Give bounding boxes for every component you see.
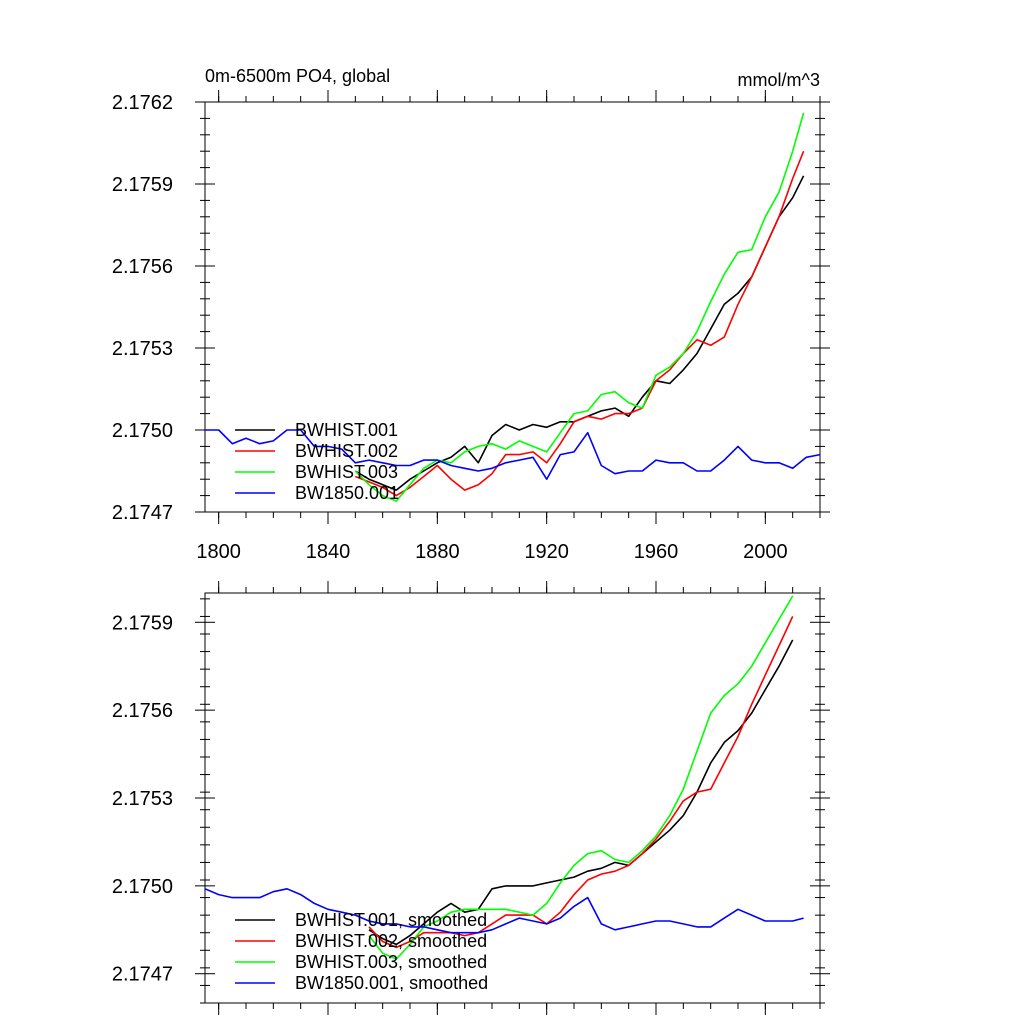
legend-label: BWHIST.001 — [295, 420, 398, 440]
y-tick-label: 2.1759 — [112, 612, 173, 634]
y-tick-label: 2.1759 — [112, 174, 173, 196]
legend-label: BWHIST.002 — [295, 441, 398, 461]
y-tick-label: 2.1756 — [112, 700, 173, 722]
x-tick-label: 2000 — [743, 541, 788, 563]
series-line-bwhist-003-smoothed — [368, 595, 794, 960]
y-tick-label: 2.1762 — [112, 92, 173, 114]
chart-title: 0m-6500m PO4, global — [205, 66, 390, 86]
legend-label: BW1850.001, smoothed — [295, 973, 488, 993]
y-tick-label: 2.1753 — [112, 338, 173, 360]
series-line-bw1850-001-smoothed — [204, 887, 804, 934]
series-line-bwhist-001-smoothed — [368, 639, 794, 946]
legend-label: BWHIST.003, smoothed — [295, 952, 487, 972]
series-line-bwhist-002 — [355, 150, 805, 497]
series-line-bwhist-002-smoothed — [368, 616, 794, 949]
series-line-bwhist-003 — [354, 112, 805, 502]
x-tick-label: 1920 — [524, 541, 569, 563]
x-tick-label: 1960 — [634, 541, 679, 563]
y-tick-label: 2.1750 — [112, 420, 173, 442]
y-tick-label: 2.1756 — [112, 256, 173, 278]
y-tick-label: 2.1753 — [112, 788, 173, 810]
x-tick-label: 1880 — [415, 541, 460, 563]
x-tick-label: 1840 — [306, 541, 351, 563]
bottom-panel: 2.1747 2.1750 2.1753 2.1756 2.1759 BWHIST.001… — [112, 581, 830, 1015]
legend-label: BWHIST.002, smoothed — [295, 931, 487, 951]
series-line-bw1850-001 — [205, 429, 821, 481]
legend-label: BW1850.001 — [295, 483, 399, 503]
y-tick-label: 2.1747 — [112, 964, 173, 986]
plot-frame — [204, 101, 821, 513]
units-label: mmol/m^3 — [738, 70, 820, 90]
x-tick-label: 1800 — [196, 541, 241, 563]
y-tick-label: 2.1750 — [112, 876, 173, 898]
legend-label: BWHIST.003 — [295, 462, 398, 482]
top-panel: 2.1747 2.1750 2.1753 2.1756 2.1759 2.1762 1800… — [112, 90, 830, 563]
legend-label: BWHIST.001, smoothed — [295, 910, 487, 930]
y-tick-label: 2.1747 — [112, 502, 173, 524]
